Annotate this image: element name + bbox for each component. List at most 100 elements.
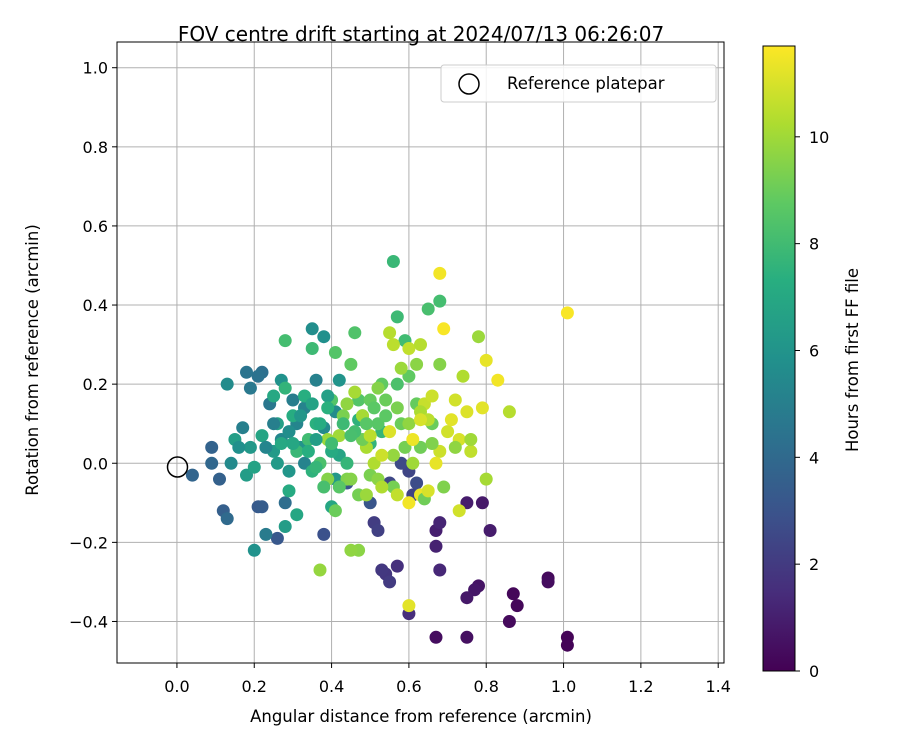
data-point [321,389,335,403]
x-axis-ticks: 0.0 0.2 0.4 0.6 0.8 1.0 1.2 1.4 [164,663,731,696]
data-point [247,543,261,557]
data-point [375,448,389,462]
data-point [317,330,331,344]
data-point [282,484,296,498]
data-point [425,437,439,450]
data-point [448,440,462,454]
data-point [340,397,354,411]
data-point [410,357,424,371]
colorbar-tick-label: 10 [809,128,829,147]
data-point [344,543,358,557]
data-point [479,353,493,367]
data-point [247,460,261,474]
data-point [363,429,377,443]
data-point [390,488,404,502]
data-point [437,322,451,336]
y-tick-label: 0.4 [83,296,108,315]
data-point [278,496,292,510]
x-axis-label: Angular distance from reference (arcmin) [250,707,592,726]
data-point [429,539,443,553]
data-point [267,417,281,431]
data-point [236,421,250,435]
data-point [336,417,350,431]
plot-frame [116,41,725,664]
data-point [383,425,397,439]
data-point [483,524,497,537]
data-point [386,338,400,352]
data-point [452,504,466,518]
data-point [367,456,381,470]
data-point [290,508,304,522]
data-point [305,397,319,411]
data-point [344,429,358,443]
data-point [340,456,354,470]
data-point [267,389,281,403]
data-point [502,615,516,628]
data-point [220,377,234,391]
data-point [375,563,389,577]
legend: Reference platepar [440,64,717,103]
x-tick-label: 0.0 [164,677,189,696]
data-point [270,531,284,545]
data-point [464,433,478,446]
data-point [406,456,420,470]
data-point [541,575,555,589]
x-tick-label: 0.2 [242,677,267,696]
data-point [371,524,385,537]
data-point [309,460,323,474]
y-tick-label: 0.0 [83,454,108,473]
legend-marker-icon [458,73,480,95]
x-tick-label: 1.2 [628,677,653,696]
data-point [425,389,439,403]
data-point [232,440,246,454]
x-tick-label: 0.4 [319,677,344,696]
data-point [309,373,323,387]
data-point [433,357,447,371]
data-point [367,401,381,415]
data-point [240,468,253,482]
data-point [220,512,234,526]
data-point [278,520,292,533]
data-points [185,255,574,652]
data-point [243,440,257,454]
colorbar: 0 2 4 6 8 10 Hours from first FF file [762,45,862,681]
data-point [506,587,520,601]
data-point [274,437,288,450]
colorbar-label: Hours from first FF file [843,268,862,452]
data-point [305,322,319,336]
y-axis-ticks: −0.4 −0.2 0.0 0.2 0.4 0.6 0.8 1.0 [69,59,117,631]
data-point [444,413,458,427]
data-point [286,437,300,450]
data-point [394,361,408,375]
y-tick-label: 0.6 [83,217,108,236]
data-point [371,381,385,395]
data-point [379,409,393,423]
data-point [305,342,319,355]
data-point [185,468,199,482]
data-point [325,437,339,450]
data-point [278,381,292,395]
data-point [278,334,292,348]
y-tick-label: 0.2 [83,375,108,394]
data-point [402,599,416,613]
x-tick-label: 0.6 [396,677,421,696]
data-point [379,393,393,407]
data-point [406,433,420,446]
data-point [433,266,447,280]
data-point [243,381,257,395]
data-point [394,456,408,470]
data-point [390,401,404,415]
data-point [359,488,373,502]
data-point [317,527,331,541]
data-point [402,496,416,510]
data-point [255,429,269,443]
colorbar-tick-label: 8 [809,235,819,254]
data-point [205,456,219,470]
data-point [460,405,474,419]
data-point [328,346,342,359]
data-point [510,599,524,613]
data-point [317,480,331,494]
data-point [259,440,273,454]
data-point [414,413,427,427]
y-axis-label: Rotation from reference (arcmin) [23,224,42,496]
